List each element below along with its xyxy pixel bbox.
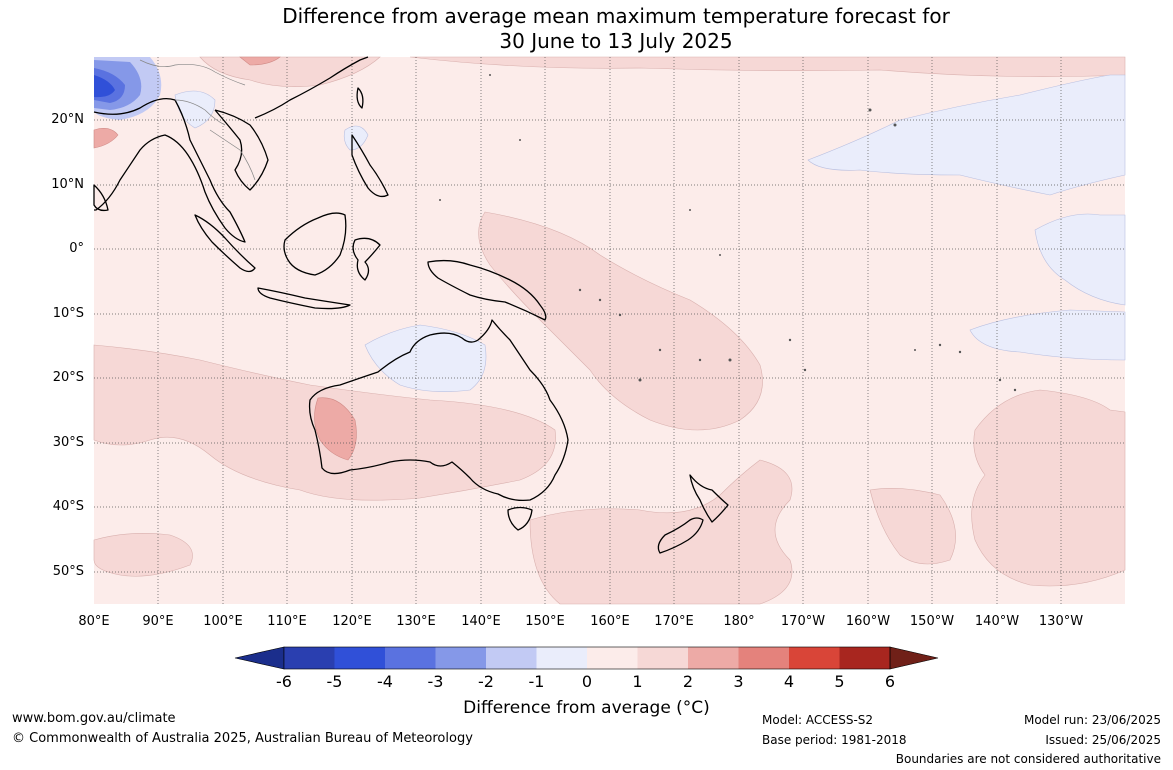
new-zealand-south xyxy=(657,517,704,554)
colorbar-segment xyxy=(839,647,891,669)
taiwan-coast xyxy=(356,87,364,109)
colorbar-segment xyxy=(536,647,588,669)
lon-label-80e: 80°E xyxy=(78,614,110,629)
colorbar-arrow-high xyxy=(889,646,939,670)
lat-label-40s: 40°S xyxy=(52,499,84,514)
colorbar-tick-label: 3 xyxy=(733,672,744,691)
mainland-se-asia-coast xyxy=(93,97,246,243)
tasmania-coast xyxy=(507,506,533,531)
map-title: Difference from average mean maximum tem… xyxy=(0,4,1173,54)
colorbar-segment xyxy=(738,647,790,669)
website-link[interactable]: www.bom.gov.au/climate xyxy=(12,711,176,726)
colorbar xyxy=(234,646,939,670)
colorbar-segment xyxy=(587,647,638,669)
lat-label-10s: 10°S xyxy=(52,306,84,321)
new-zealand-north xyxy=(689,474,729,523)
lat-label-0: 0° xyxy=(69,241,84,256)
colorbar-segment xyxy=(486,647,537,669)
title-line-1: Difference from average mean maximum tem… xyxy=(282,4,950,28)
colorbar-tick-label: 2 xyxy=(682,672,694,691)
colorbar-tick-label: -1 xyxy=(528,672,545,691)
colorbar-segment xyxy=(637,647,689,669)
colorbar-segment xyxy=(385,647,436,669)
colorbar-segment xyxy=(789,647,840,669)
pacific-islands xyxy=(439,74,1017,392)
issued-date: Issued: 25/06/2025 xyxy=(1045,733,1161,747)
warm-anomaly-strong xyxy=(93,56,357,461)
lon-label-130e: 130°E xyxy=(396,614,436,629)
lon-label-150w: 150°W xyxy=(909,614,955,629)
lon-label-150e: 150°E xyxy=(525,614,565,629)
lon-label-170w: 170°W xyxy=(780,614,826,629)
sri-lanka-coast xyxy=(93,184,109,212)
new-guinea-coast xyxy=(427,259,547,321)
colorbar-tick-label: 1 xyxy=(632,672,643,691)
title-line-2: 30 June to 13 July 2025 xyxy=(499,29,733,53)
colorbar-tick-label: 0 xyxy=(581,672,593,691)
lat-label-30s: 30°S xyxy=(52,435,84,450)
colorbar-tick-label: -6 xyxy=(276,672,292,691)
colorbar-tick-label: 4 xyxy=(783,672,795,691)
lon-label-120e: 120°E xyxy=(332,614,372,629)
australia-coast xyxy=(308,319,569,502)
philippines-coast xyxy=(351,134,389,198)
lon-label-100e: 100°E xyxy=(203,614,243,629)
lon-label-140w: 140°W xyxy=(974,614,1020,629)
lon-label-140e: 140°E xyxy=(461,614,501,629)
java-coast xyxy=(257,287,351,310)
lon-label-90e: 90°E xyxy=(142,614,174,629)
cold-anomaly-core xyxy=(94,57,162,120)
model-name: Model: ACCESS-S2 xyxy=(762,713,874,727)
colorbar-segment xyxy=(435,647,487,669)
colorbar-frame xyxy=(283,646,891,670)
china-coast xyxy=(254,56,369,119)
copyright-text: © Commonwealth of Australia 2025, Austra… xyxy=(12,731,473,746)
colorbar-tick-label: -3 xyxy=(427,672,444,691)
colorbar-segment xyxy=(334,647,386,669)
colorbar-tick-label: 5 xyxy=(834,672,845,691)
lat-label-20n: 20°N xyxy=(51,112,84,127)
colorbar-segment xyxy=(688,647,739,669)
graticule xyxy=(94,57,1125,604)
borneo-coast xyxy=(283,212,347,276)
base-period: Base period: 1981-2018 xyxy=(762,733,907,747)
colorbar-tick-label: -5 xyxy=(326,672,343,691)
lat-label-10n: 10°N xyxy=(51,177,84,192)
warm-anomaly-regions xyxy=(93,56,1126,605)
lon-label-110e: 110°E xyxy=(267,614,307,629)
lon-label-170e: 170°E xyxy=(654,614,694,629)
lon-label-180: 180° xyxy=(723,614,755,629)
cool-anomaly-regions xyxy=(174,74,1126,392)
colorbar-segment xyxy=(284,647,335,669)
colorbar-tick-label: -4 xyxy=(377,672,393,691)
colorbar-arrow-low xyxy=(234,646,285,670)
model-run-date: Model run: 23/06/2025 xyxy=(1023,713,1161,727)
lon-label-130w: 130°W xyxy=(1038,614,1084,629)
colorbar-title: Difference from average (°C) xyxy=(463,698,710,718)
disclaimer-text: Boundaries are not considered authoritat… xyxy=(895,752,1161,766)
coastlines xyxy=(93,56,729,554)
sumatra-coast xyxy=(194,214,256,273)
lat-label-50s: 50°S xyxy=(52,564,84,579)
sulawesi-coast xyxy=(352,237,381,281)
lon-label-160e: 160°E xyxy=(590,614,630,629)
country-borders xyxy=(139,59,256,181)
colorbar-tick-label: -2 xyxy=(478,672,494,691)
colorbar-tick-label: 6 xyxy=(884,672,896,691)
lat-label-20s: 20°S xyxy=(52,370,84,385)
vietnam-coast xyxy=(214,109,269,191)
lon-label-160w: 160°W xyxy=(845,614,891,629)
